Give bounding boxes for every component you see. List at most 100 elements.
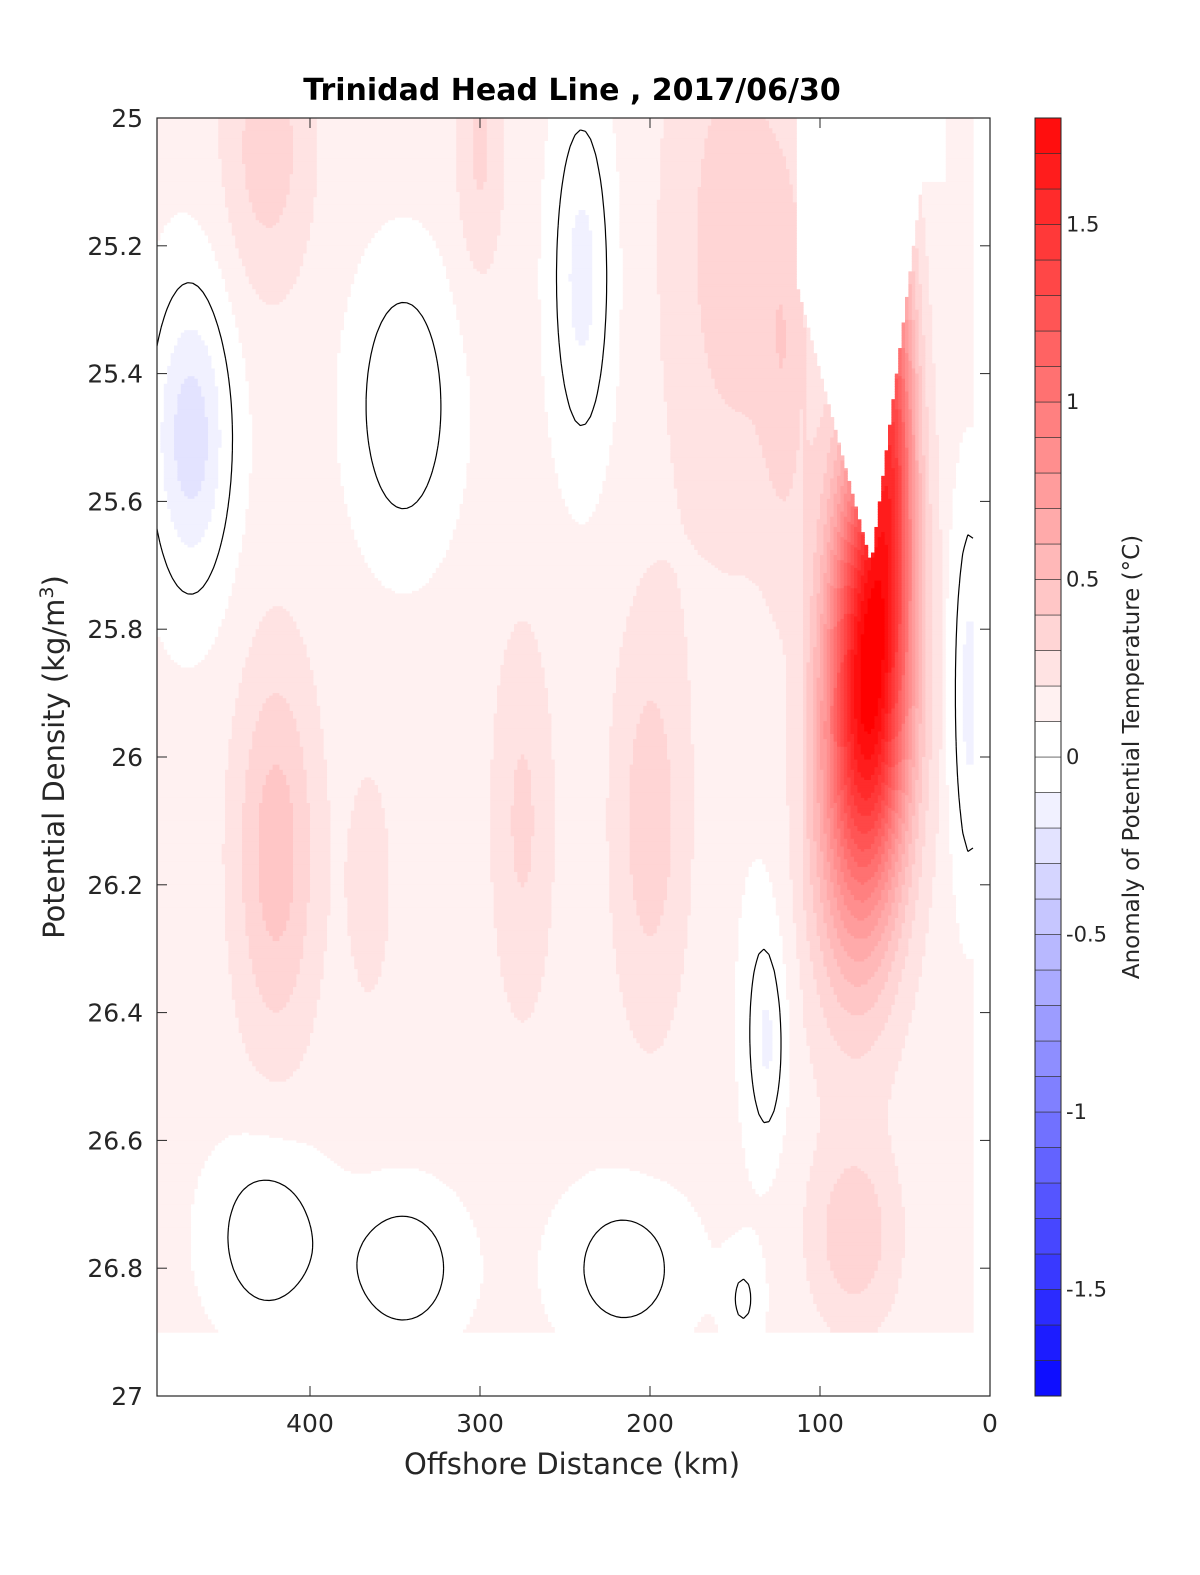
heatmap-cell [925, 396, 937, 400]
heatmap-cell [888, 496, 896, 500]
heatmap-cell [337, 417, 471, 421]
heatmap-cell [157, 340, 178, 344]
heatmap-cell [894, 427, 899, 431]
heatmap-cell [337, 399, 471, 403]
heatmap-cell [908, 325, 913, 329]
heatmap-cell [622, 253, 658, 257]
heatmap-cell [337, 388, 471, 393]
heatmap-cell [925, 383, 937, 387]
heatmap-cell [231, 309, 348, 313]
heatmap-cell [915, 427, 920, 431]
heatmap-cell [459, 511, 569, 515]
heatmap-cell [922, 184, 974, 188]
heatmap-cell [656, 256, 699, 260]
heatmap-cell [157, 478, 165, 482]
heatmap-cell [918, 281, 930, 285]
heatmap-cell [548, 138, 617, 142]
heatmap-cell [918, 488, 923, 492]
heatmap-cell [619, 381, 665, 385]
heatmap-cell [214, 373, 246, 377]
heatmap-cell [221, 440, 253, 444]
heatmap-cell [619, 383, 665, 387]
heatmap-cell [541, 360, 620, 364]
heatmap-cell [456, 135, 474, 140]
heatmap-cell [925, 355, 933, 359]
heatmap-cell [840, 529, 845, 533]
heatmap-cell [656, 210, 699, 214]
heatmap-cell [762, 455, 797, 459]
heatmap-cell [837, 478, 845, 482]
heatmap-cell [891, 457, 899, 462]
heatmap-cell [157, 299, 229, 303]
heatmap-cell [238, 327, 345, 331]
heatmap-cell [959, 450, 974, 454]
heatmap-cell [843, 519, 852, 523]
heatmap-cell [157, 348, 175, 352]
heatmap-cell [660, 317, 702, 321]
heatmap-cell [599, 501, 678, 505]
heatmap-cell [894, 404, 899, 408]
heatmap-cell [157, 365, 168, 370]
heatmap-cell [463, 335, 542, 339]
heatmap-cell [177, 465, 206, 469]
heatmap-cell [466, 245, 498, 249]
heatmap-cell [170, 217, 195, 221]
heatmap-cell [806, 424, 821, 428]
heatmap-cell [945, 133, 974, 137]
heatmap-cell [922, 325, 933, 329]
heatmap-cell [697, 240, 797, 244]
heatmap-cell [313, 202, 461, 206]
heatmap-cell [806, 353, 818, 357]
heatmap-cell [847, 503, 855, 508]
heatmap-cell [204, 529, 246, 533]
heatmap-cell [945, 128, 974, 132]
heatmap-cell [901, 486, 906, 490]
heatmap-cell [915, 434, 920, 439]
heatmap-cell [245, 176, 291, 180]
heatmap-cell [592, 294, 624, 298]
heatmap-cell [337, 363, 467, 367]
heatmap-cell [888, 437, 896, 441]
heatmap-cell [826, 514, 835, 518]
heatmap-cell [918, 514, 923, 518]
heatmap-cell [928, 268, 974, 272]
heatmap-cell [568, 276, 593, 280]
heatmap-cell [894, 376, 903, 380]
heatmap-cell [218, 399, 250, 403]
heatmap-cell [347, 299, 454, 303]
heatmap-cell [850, 514, 855, 518]
heatmap-cell [174, 422, 209, 426]
heatmap-cell [177, 396, 206, 400]
heatmap-cell [157, 465, 165, 469]
heatmap-cell [898, 396, 903, 400]
heatmap-cell [915, 516, 920, 520]
heatmap-cell [918, 470, 926, 474]
heatmap-cell [245, 365, 338, 370]
heatmap-cell [898, 401, 903, 405]
heatmap-cell [966, 429, 974, 433]
heatmap-cell [316, 166, 457, 170]
heatmap-cell [473, 128, 488, 132]
heatmap-cell [939, 434, 964, 439]
heatmap-cell [928, 486, 940, 490]
heatmap-cell [837, 486, 841, 490]
heatmap-cell [881, 483, 896, 487]
heatmap-cell [218, 120, 246, 124]
heatmap-cell [252, 419, 338, 423]
heatmap-cell [758, 434, 801, 439]
heatmap-cell [548, 424, 614, 428]
heatmap-cell [901, 417, 906, 421]
heatmap-cell [898, 519, 903, 523]
heatmap-cell [201, 335, 240, 339]
heatmap-cell [898, 450, 903, 454]
heatmap-cell [157, 130, 219, 134]
heatmap-cell [157, 302, 233, 306]
heatmap-cell [908, 289, 913, 293]
heatmap-cell [384, 222, 423, 226]
heatmap-cell [789, 493, 804, 497]
heatmap-cell [677, 506, 804, 510]
heatmap-cell [310, 233, 376, 237]
heatmap-cell [928, 496, 940, 500]
heatmap-cell [252, 470, 342, 474]
heatmap-cell [782, 153, 797, 157]
